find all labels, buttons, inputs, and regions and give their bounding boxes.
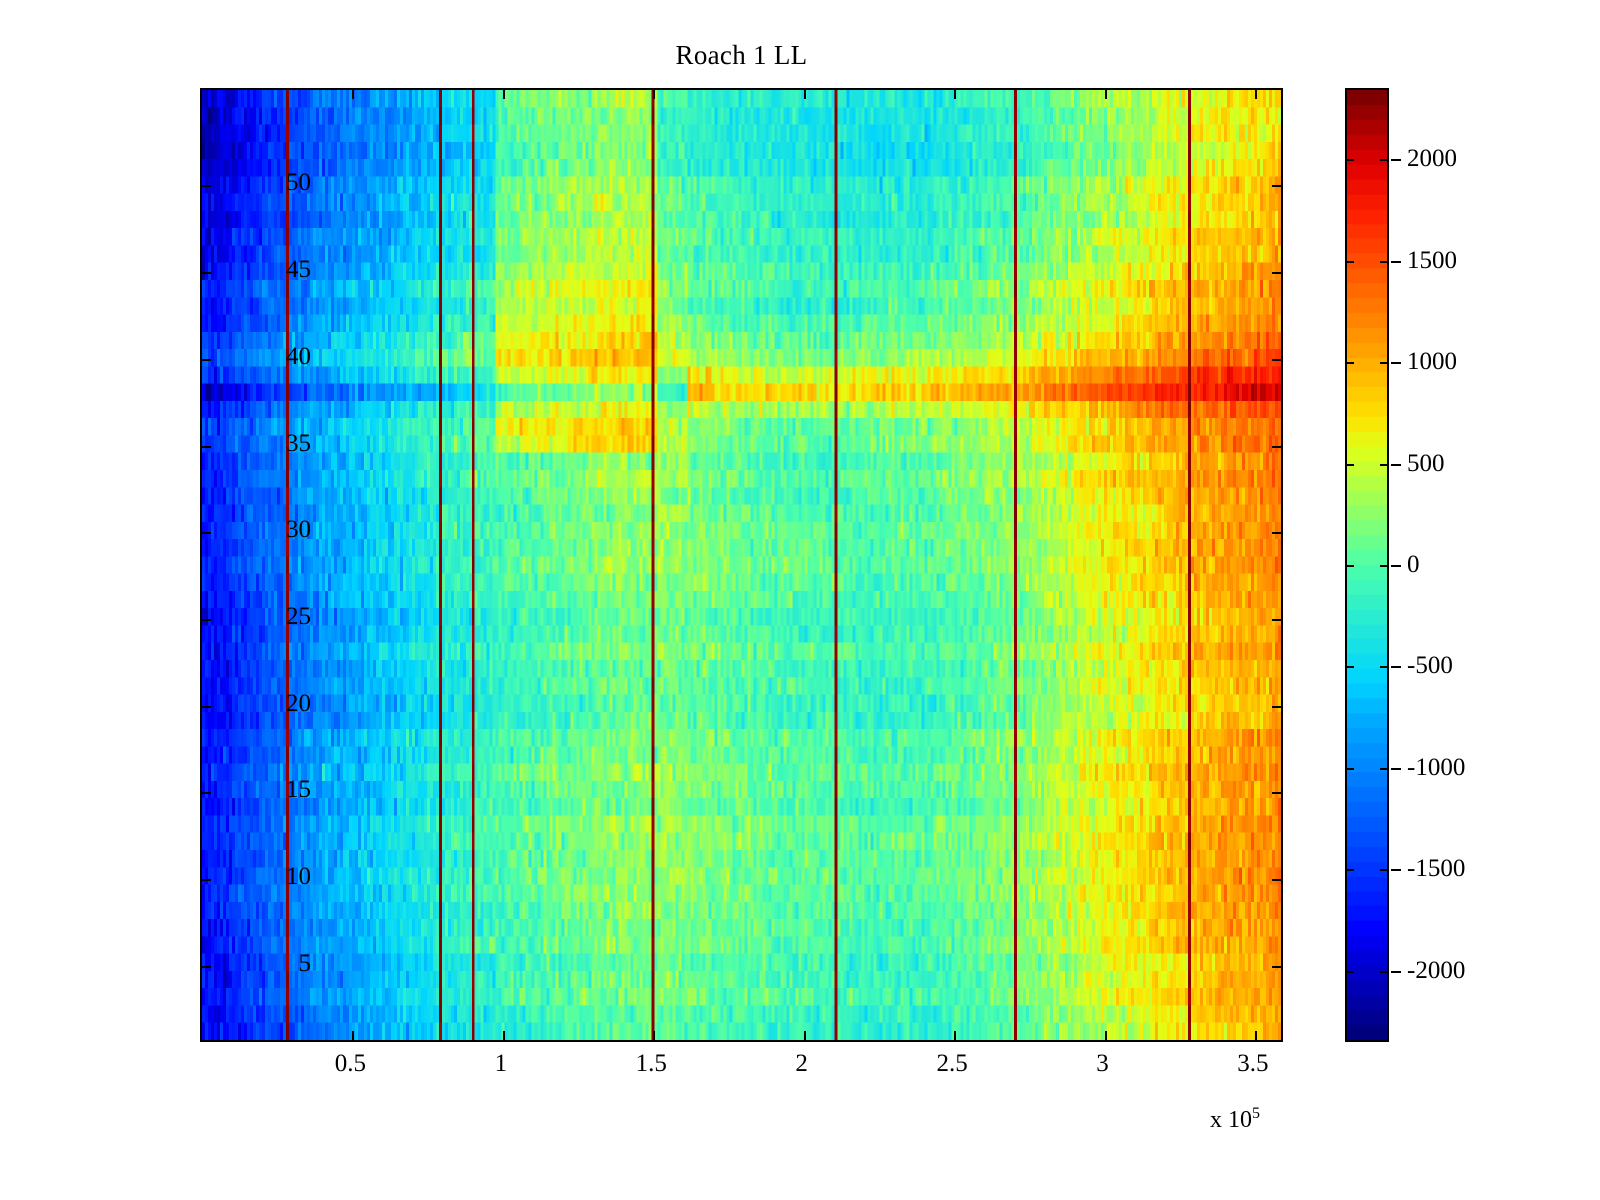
y-tick-mark xyxy=(202,792,211,795)
y-tick-label: 5 xyxy=(298,949,312,977)
colorbar-tick-label: 1500 xyxy=(1407,246,1457,274)
y-tick-mark-right xyxy=(1272,532,1281,535)
colorbar-tick-mark-right xyxy=(1380,970,1389,973)
colorbar-tick-mark xyxy=(1345,666,1354,669)
y-tick-label: 35 xyxy=(286,429,311,457)
y-tick-label: 40 xyxy=(286,342,311,370)
colorbar-tick-label: -2000 xyxy=(1407,956,1466,984)
x-tick-mark xyxy=(502,1031,505,1040)
colorbar-tick-mark-right xyxy=(1380,666,1389,669)
x-tick-label: 2.5 xyxy=(936,1050,968,1077)
colorbar-region[interactable]: -2000 -1500 -1000 -500 0 500 1000 1500 2000 xyxy=(1345,88,1465,1042)
x-tick-mark-top xyxy=(1104,90,1107,99)
colorbar-tick-mark xyxy=(1345,463,1354,466)
colorbar-tick-mark-outer xyxy=(1391,767,1401,770)
y-tick-mark-right xyxy=(1272,965,1281,968)
colorbar-tick-mark-outer xyxy=(1391,463,1401,466)
y-tick-label: 15 xyxy=(286,776,311,804)
y-tick-mark-right xyxy=(1272,879,1281,882)
y-tick-mark-right xyxy=(1272,705,1281,708)
x-tick-mark-top xyxy=(1254,90,1257,99)
colorbar-tick-label: 1000 xyxy=(1407,348,1457,376)
y-tick-mark xyxy=(202,705,211,708)
x-tick-mark-top xyxy=(352,90,355,99)
y-tick-label: 25 xyxy=(286,603,311,631)
x-tick-label: 2 xyxy=(795,1050,808,1077)
colorbar-tick-mark-outer xyxy=(1391,565,1401,567)
colorbar-tick-mark xyxy=(1345,260,1354,263)
colorbar-tick-label: 0 xyxy=(1407,551,1420,578)
colorbar-tick-mark-outer xyxy=(1391,869,1401,872)
y-tick-mark-right xyxy=(1272,185,1281,188)
x-tick-mark-top xyxy=(502,90,505,99)
x-axis-exponent-label: x 105 xyxy=(1210,1105,1260,1134)
y-tick-mark xyxy=(202,358,211,361)
y-tick-label: 30 xyxy=(286,516,311,544)
colorbar-tick-mark-right xyxy=(1380,767,1389,770)
x-tick-mark-top xyxy=(954,90,957,99)
colorbar-tick-mark-right xyxy=(1380,869,1389,872)
heatmap-axes[interactable] xyxy=(200,88,1283,1042)
colorbar-tick-mark-outer xyxy=(1391,970,1401,973)
colorbar-tick-label: -1500 xyxy=(1407,855,1466,883)
colorbar-tick-label: -500 xyxy=(1407,652,1453,680)
colorbar-tick-mark-outer xyxy=(1391,362,1401,365)
colorbar-tick-label: -1000 xyxy=(1407,753,1466,781)
colorbar-tick-mark-right xyxy=(1380,159,1389,162)
x-tick-mark-top xyxy=(803,90,806,99)
colorbar-tick-mark xyxy=(1345,159,1354,162)
y-tick-label: 50 xyxy=(286,169,311,197)
x-tick-label: 0.5 xyxy=(334,1050,367,1077)
x-tick-mark xyxy=(803,1031,806,1040)
colorbar-tick-mark-outer xyxy=(1391,159,1401,162)
colorbar-tick-mark xyxy=(1345,869,1354,872)
x-tick-mark xyxy=(954,1031,957,1040)
x-exponent-power: 5 xyxy=(1252,1105,1260,1122)
colorbar-tick-mark-right xyxy=(1380,565,1389,567)
colorbar-tick-label: 500 xyxy=(1407,449,1445,477)
y-tick-mark-right xyxy=(1272,272,1281,275)
y-tick-mark xyxy=(202,532,211,535)
y-tick-mark-right xyxy=(1272,445,1281,448)
x-tick-label: 3.5 xyxy=(1237,1050,1269,1077)
colorbar-tick-mark-right xyxy=(1380,362,1389,365)
x-tick-label: 3 xyxy=(1096,1050,1109,1077)
x-tick-mark xyxy=(352,1031,355,1040)
x-tick-mark xyxy=(1104,1031,1107,1040)
x-tick-label: 1 xyxy=(494,1050,508,1077)
colorbar-tick-mark xyxy=(1345,767,1354,770)
colorbar-tick-mark-right xyxy=(1380,463,1389,466)
y-tick-mark xyxy=(202,619,211,622)
x-tick-mark xyxy=(653,1031,656,1040)
y-tick-mark-right xyxy=(1272,792,1281,795)
y-tick-label: 10 xyxy=(286,863,311,891)
x-tick-mark-top xyxy=(653,90,656,99)
y-tick-mark xyxy=(202,185,211,188)
x-tick-label: 1.5 xyxy=(635,1050,667,1077)
x-exponent-mantissa: x 10 xyxy=(1210,1107,1252,1133)
y-tick-mark-right xyxy=(1272,619,1281,622)
y-tick-mark xyxy=(202,272,211,275)
chart-title: Roach 1 LL xyxy=(675,40,808,70)
colorbar-tick-mark xyxy=(1345,565,1354,567)
x-tick-mark xyxy=(1254,1031,1257,1040)
heatmap-image xyxy=(202,90,1281,1040)
y-tick-mark xyxy=(202,445,211,448)
y-tick-mark xyxy=(202,965,211,968)
colorbar-tick-mark-outer xyxy=(1391,666,1401,669)
y-tick-label: 20 xyxy=(286,689,311,717)
colorbar-tick-mark-outer xyxy=(1391,260,1401,263)
y-tick-label: 45 xyxy=(286,256,311,284)
colorbar-tick-mark-right xyxy=(1380,260,1389,263)
colorbar-tick-mark xyxy=(1345,970,1354,973)
colorbar-tick-mark xyxy=(1345,362,1354,365)
colorbar-tick-label: 2000 xyxy=(1407,145,1457,173)
y-tick-mark-right xyxy=(1272,358,1281,361)
y-tick-mark xyxy=(202,879,211,882)
